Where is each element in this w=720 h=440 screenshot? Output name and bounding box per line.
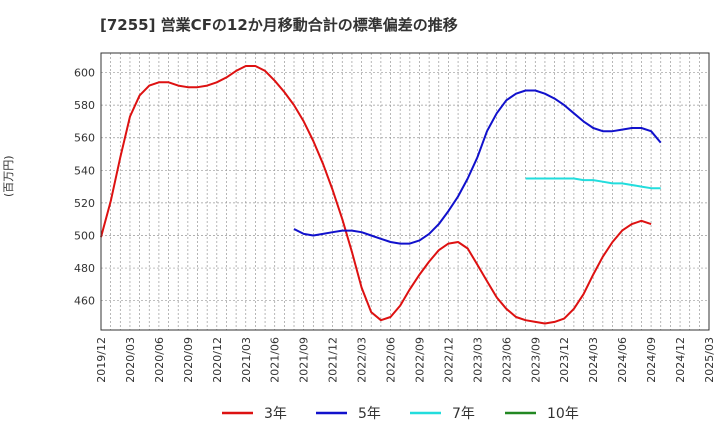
y-tick-label: 520: [74, 197, 95, 210]
legend-label-4: 10年: [547, 406, 579, 422]
x-tick-label: 2023/03: [471, 337, 484, 383]
x-tick-label: 2022/03: [356, 337, 369, 383]
x-tick-label: 2020/12: [211, 337, 224, 383]
x-tick-label: 2021/06: [269, 337, 282, 383]
y-tick-label: 560: [74, 132, 95, 145]
x-tick-label: 2023/09: [529, 337, 542, 383]
grid-lines: [100, 53, 710, 330]
x-tick-label: 2022/12: [442, 337, 455, 383]
y-axis-ticks: 460 480 500 520 540 560 580 600: [74, 67, 95, 308]
legend-label-3: 7年: [452, 406, 475, 422]
x-tick-label: 2021/03: [240, 337, 253, 383]
y-tick-label: 580: [74, 99, 95, 112]
x-tick-label: 2025/03: [703, 337, 716, 383]
x-tick-label: 2021/12: [327, 337, 340, 383]
chart-title: [7255] 営業CFの12か月移動合計の標準偏差の推移: [100, 16, 458, 34]
x-tick-label: 2023/12: [558, 337, 571, 383]
y-tick-label: 480: [74, 262, 95, 275]
plot-background: [101, 53, 709, 330]
x-tick-label: 2024/03: [587, 337, 600, 383]
y-tick-label: 460: [74, 295, 95, 308]
y-tick-label: 540: [74, 164, 95, 177]
x-tick-label: 2019/12: [95, 337, 108, 383]
x-tick-label: 2020/06: [153, 337, 166, 383]
series-lines: [100, 65, 662, 325]
series-line-1: [100, 65, 652, 325]
legend: 3年 5年 7年 10年: [222, 406, 579, 422]
y-tick-label: 600: [74, 67, 95, 80]
series-line-2: [293, 89, 662, 245]
legend-label-1: 3年: [264, 406, 287, 422]
x-tick-label: 2024/09: [645, 337, 658, 383]
x-tick-label: 2022/06: [385, 337, 398, 383]
x-tick-label: 2020/09: [182, 337, 195, 383]
x-tick-label: 2020/03: [124, 337, 137, 383]
series-line-3: [525, 177, 661, 190]
legend-label-2: 5年: [358, 406, 381, 422]
x-tick-label: 2024/12: [674, 337, 687, 383]
x-tick-label: 2022/09: [413, 337, 426, 383]
x-tick-label: 2021/09: [298, 337, 311, 383]
plot-frame: [100, 52, 710, 331]
x-axis-ticks: 2019/12 2020/03 2020/06 2020/09 2020/12 2021/…: [95, 337, 716, 383]
x-tick-label: 2024/06: [616, 337, 629, 383]
x-tick-label: 2023/06: [500, 337, 513, 383]
y-tick-label: 500: [74, 229, 95, 242]
